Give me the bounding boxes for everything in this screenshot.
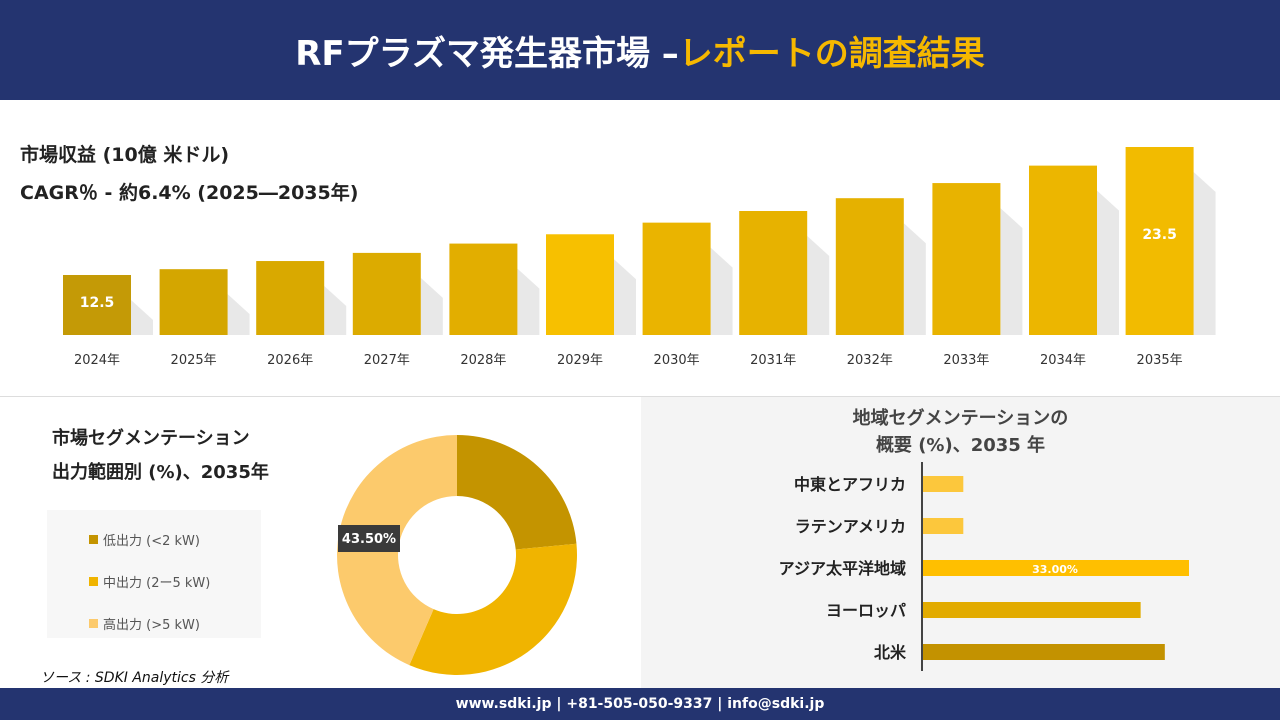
bar-shadow — [1000, 208, 1023, 335]
year-tick-label: 2035年 — [1137, 353, 1183, 368]
year-tick-label: 2026年 — [267, 353, 313, 368]
bar-data-label: 23.5 — [1142, 227, 1177, 243]
revenue-bar — [835, 198, 904, 335]
region-data-label: 33.00% — [1032, 563, 1078, 576]
legend-label: 高出力 (>5 kW) — [103, 617, 200, 633]
revenue-bar — [449, 243, 518, 335]
legend-item: 低出力 (<2 kW) — [89, 518, 261, 560]
region-label: アジア太平洋地域 — [779, 559, 906, 578]
legend-label: 中出力 (2ー5 kW) — [103, 575, 211, 591]
donut-legend: 低出力 (<2 kW) 中出力 (2ー5 kW) 高出力 (>5 kW) — [47, 510, 261, 638]
revenue-bar-chart: 2024年 12.5 2025年 2026年 2027年 2028年 2029年 2030年 2… — [63, 147, 1216, 368]
footer-contact: www.sdki.jp | +81-505-050-9337 | info@sd… — [0, 688, 1280, 720]
year-tick-label: 2028年 — [460, 353, 506, 368]
donut-slice — [457, 435, 577, 550]
segment-title: 市場セグメンテーション 出力範囲別 (%)、2035年 — [52, 422, 269, 490]
bar-shadow — [131, 300, 153, 335]
year-tick-label: 2034年 — [1040, 353, 1086, 368]
region-bar — [923, 476, 964, 492]
donut-slice — [409, 543, 577, 675]
bar-shadow — [420, 277, 443, 335]
region-bar — [923, 518, 964, 534]
title-main: RFプラズマ発生器市場 – — [295, 33, 679, 74]
bar-shadow — [807, 236, 830, 335]
output-donut-chart: 43.50% — [337, 435, 577, 675]
year-tick-label: 2024年 — [74, 353, 120, 368]
legend-item: 中出力 (2ー5 kW) — [89, 560, 261, 602]
region-title-line1: 地域セグメンテーションの — [852, 408, 1069, 429]
bar-shadow — [614, 259, 636, 335]
legend-swatch — [89, 534, 98, 544]
bar-shadow — [1097, 190, 1119, 335]
bar-shadow — [227, 294, 250, 335]
region-label: 北米 — [874, 643, 907, 662]
revenue-bar — [546, 234, 614, 335]
region-label: 中東とアフリカ — [794, 475, 906, 494]
header-banner: RFプラズマ発生器市場 – レポートの調査結果 — [0, 0, 1280, 100]
region-bar — [923, 644, 1165, 660]
revenue-bar — [63, 275, 131, 335]
region-label: ヨーロッパ — [826, 601, 906, 620]
cagr-label: CAGR％ - 約6.4% (2025―2035年) — [20, 182, 359, 204]
bar-shadow — [324, 286, 347, 335]
divider — [0, 396, 1280, 397]
donut-label-box — [338, 525, 400, 552]
region-title-line2: 概要 (%)、2035 年 — [875, 435, 1046, 456]
region-bar — [923, 560, 1189, 576]
revenue-bar — [159, 269, 228, 335]
legend-swatch — [89, 576, 98, 586]
segment-title-line1: 市場セグメンテーション — [52, 428, 250, 449]
segment-title-line2: 出力範囲別 (%)、2035年 — [52, 462, 269, 483]
year-tick-label: 2032年 — [847, 353, 893, 368]
legend-swatch — [89, 618, 98, 628]
title-accent: レポートの調査結果 — [678, 33, 985, 74]
revenue-bar — [1029, 165, 1097, 335]
revenue-bar — [1125, 147, 1194, 335]
legend-label: 低出力 (<2 kW) — [103, 533, 200, 549]
region-panel: 地域セグメンテーションの 概要 (%)、2035 年 中東とアフリカ ラテンアメリ… — [641, 397, 1280, 688]
revenue-bar — [739, 211, 808, 335]
donut-data-label: 43.50% — [342, 532, 396, 547]
source-note: ソース : SDKI Analytics 分析 — [40, 670, 229, 686]
revenue-bar — [642, 222, 711, 335]
year-tick-label: 2029年 — [557, 353, 603, 368]
revenue-bar — [256, 261, 325, 335]
legend-item: 高出力 (>5 kW) — [89, 602, 261, 644]
year-tick-label: 2031年 — [750, 353, 796, 368]
region-bar — [923, 602, 1141, 618]
bar-shadow — [517, 268, 540, 335]
bar-shadow — [710, 247, 733, 335]
year-tick-label: 2027年 — [364, 353, 410, 368]
revenue-bar — [932, 183, 1001, 335]
revenue-chart-title: 市場収益 (10億 米ドル) — [20, 144, 230, 166]
bar-shadow — [903, 223, 926, 335]
year-tick-label: 2030年 — [654, 353, 700, 368]
year-tick-label: 2033年 — [943, 353, 989, 368]
region-label: ラテンアメリカ — [795, 517, 906, 536]
region-title: 地域セグメンテーションの 概要 (%)、2035 年 — [641, 405, 1280, 459]
bar-data-label: 12.5 — [80, 295, 115, 311]
bar-shadow — [1193, 172, 1216, 335]
revenue-bar — [352, 252, 421, 335]
year-tick-label: 2025年 — [171, 353, 217, 368]
